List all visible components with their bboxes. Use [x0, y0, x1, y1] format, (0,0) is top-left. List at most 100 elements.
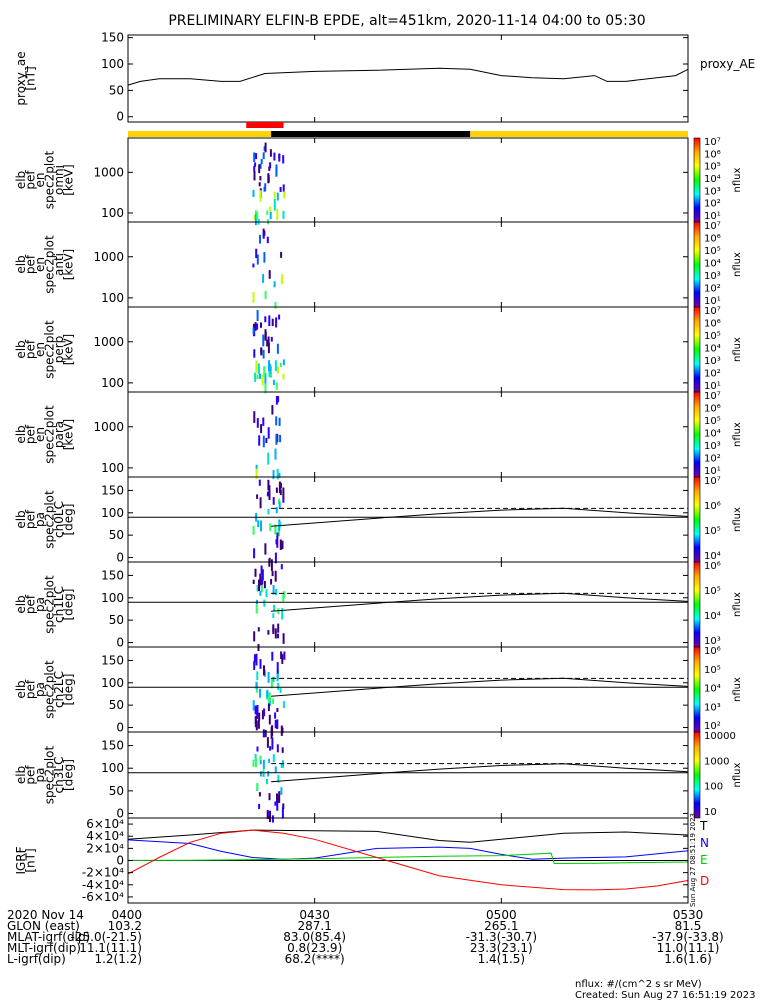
- loss-cone-curve: [271, 507, 689, 527]
- y-tick-label: -4×10⁴: [82, 878, 124, 892]
- spectrogram-pixel: [273, 604, 276, 611]
- spectrogram-pixel: [275, 164, 278, 174]
- y-axis-label-line: [nT]: [24, 848, 38, 872]
- spectrogram-pixel: [277, 794, 280, 803]
- y-axis-label-line: [keV]: [62, 164, 76, 195]
- y-axis-label-line: perp: [52, 336, 66, 364]
- colorbar-label: nflux: [732, 762, 743, 787]
- spectrogram-pixel: [253, 661, 256, 670]
- spectrogram-pixel: [266, 689, 269, 698]
- colorbar-tick-label: 10¹: [704, 296, 721, 307]
- y-axis-label-line: elb: [14, 171, 28, 189]
- spectrogram-pixel: [268, 270, 271, 279]
- spectrogram-pixel: [262, 729, 265, 738]
- spectrogram-pixel: [277, 366, 279, 374]
- spectrogram-pixel: [262, 435, 265, 448]
- panel-ch0lc: 050100150elbpefpaspec2plotch0LC[deg]10⁴1…: [14, 476, 743, 571]
- spectrogram-pixel: [280, 251, 283, 258]
- spectrogram-pixel: [272, 585, 275, 595]
- y-axis-label-line: en: [33, 173, 47, 188]
- spectrogram-pixel: [257, 644, 260, 652]
- y-axis-label-line: elb: [14, 425, 28, 443]
- colorbar-tick-label: 1000: [704, 756, 729, 767]
- spectrogram-pixel: [268, 485, 271, 491]
- colorbar-ch0lc: 10⁴ 10⁵ 10⁶ 10⁷ nflux: [693, 476, 743, 563]
- spectrogram-pixel: [259, 373, 261, 379]
- spectrogram-pixel: [281, 747, 284, 753]
- y-tick-label: 0: [116, 721, 124, 735]
- y-tick-label: 100: [101, 761, 124, 775]
- colorbar-tick-label: 10⁴: [704, 174, 721, 185]
- colorbar-tick-label: 10⁶: [704, 646, 721, 657]
- spectrogram-pixel: [277, 623, 280, 633]
- y-axis-label-line: [nT]: [24, 66, 38, 90]
- spectrogram-pixel: [276, 708, 279, 712]
- y-axis-label-line: spec2plot: [43, 575, 57, 634]
- y-axis-label-line: pa: [33, 512, 47, 527]
- colorbar-label: nflux: [732, 677, 743, 702]
- spectrogram-pixel: [266, 737, 269, 748]
- spectrogram-pixel: [268, 811, 270, 816]
- spectrogram-pixel: [258, 435, 261, 446]
- spectrogram-pixel: [256, 211, 259, 220]
- spectrogram-pixel: [276, 719, 279, 730]
- spectrogram-pixel: [283, 651, 286, 660]
- spectrogram-pixel: [262, 334, 265, 347]
- spectrogram-pixel: [267, 452, 270, 465]
- colorbar-label: nflux: [732, 167, 743, 192]
- spectrogram-pixel: [256, 585, 259, 592]
- spectrogram-pixel: [274, 448, 277, 460]
- spectrogram-pixel: [254, 568, 257, 577]
- spectrogram-pixel: [280, 482, 282, 489]
- colorbar-tick-label: 10¹: [704, 211, 721, 222]
- spectrogram-pixel: [264, 316, 267, 323]
- footer-value: 0530: [673, 908, 704, 922]
- colorbar-gradient: [694, 392, 700, 477]
- y-axis-label-line: elb: [14, 255, 28, 273]
- spectrogram-pixel: [281, 274, 284, 284]
- colorbar-tick-label: 10⁷: [704, 137, 721, 148]
- y-tick-label: -2×10⁴: [82, 866, 124, 880]
- colorbar-tick-label: 10²: [704, 454, 721, 465]
- y-axis-label-line: pef: [24, 679, 38, 699]
- colorbar-gradient: [694, 138, 700, 222]
- spectrogram-pixel: [271, 405, 274, 415]
- y-axis-label-line: elb: [14, 766, 28, 784]
- panel-frame: [127, 476, 689, 563]
- y-tick-label: 150: [101, 568, 124, 582]
- spectrogram-pixel: [269, 746, 272, 751]
- spectrogram-pixel: [281, 540, 284, 550]
- colorbar-tick-label: 10⁶: [704, 234, 721, 245]
- spectrogram-pixel: [276, 744, 279, 753]
- spectrogram-pixel: [260, 424, 263, 434]
- y-axis-label-line: spec2plot: [43, 150, 57, 209]
- spectrogram-pixel: [273, 281, 276, 288]
- spectrogram-pixel: [273, 152, 276, 161]
- spectrogram-pixel: [278, 481, 281, 493]
- spectrogram-pixel: [276, 343, 279, 354]
- y-tick-label: 0: [116, 854, 124, 868]
- panel-anti: 1001000elbpefenspec2plotanti[keV]10¹10²1…: [14, 221, 743, 309]
- colorbar-tick-label: 10⁴: [704, 344, 721, 355]
- colorbar-tick-label: 10⁴: [704, 259, 721, 270]
- spectrogram-pixel: [265, 589, 268, 598]
- colorbar-tick-label: 10⁶: [704, 561, 721, 572]
- spectrogram-pixel: [276, 793, 278, 803]
- colorbar-tick-label: 10³: [704, 356, 721, 367]
- spectrogram-pixel: [259, 573, 262, 586]
- spectrogram-pixel: [277, 608, 280, 615]
- spectrogram-pixel: [271, 737, 274, 750]
- spectrogram-para: [253, 396, 282, 480]
- spectrogram-pixel: [275, 487, 278, 493]
- y-tick-label: 6×10⁴: [86, 817, 124, 831]
- spectrogram-pixel: [252, 579, 255, 584]
- y-tick-label: 100: [101, 376, 124, 390]
- spectrogram-pixel: [271, 570, 274, 577]
- colorbar-tick-label: 10⁶: [704, 404, 721, 415]
- spectrogram-pixel: [271, 725, 274, 737]
- y-axis-label-line: elb: [14, 680, 28, 698]
